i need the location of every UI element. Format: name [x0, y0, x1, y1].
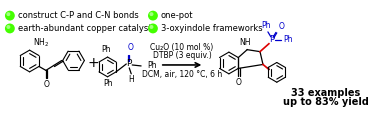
Text: Ph: Ph — [147, 62, 156, 70]
Text: DCM, air, 120 °C, 6 h: DCM, air, 120 °C, 6 h — [142, 70, 222, 79]
Text: Ph: Ph — [261, 21, 271, 30]
Text: NH$_2$: NH$_2$ — [33, 37, 49, 49]
Text: P: P — [127, 59, 132, 69]
Text: 3-oxyindole frameworks: 3-oxyindole frameworks — [161, 24, 262, 33]
Text: O: O — [127, 43, 133, 52]
Text: Cu₂O (10 mol %): Cu₂O (10 mol %) — [150, 43, 214, 52]
Circle shape — [148, 23, 158, 33]
Text: O: O — [43, 80, 50, 89]
Text: construct C-P and C-N bonds: construct C-P and C-N bonds — [18, 11, 138, 20]
Circle shape — [149, 12, 153, 16]
Text: +: + — [88, 56, 99, 70]
Text: up to 83% yield: up to 83% yield — [283, 97, 369, 108]
Text: Ph: Ph — [284, 35, 293, 44]
Text: O: O — [235, 78, 241, 87]
Circle shape — [148, 11, 158, 21]
Text: NH: NH — [240, 38, 251, 47]
Circle shape — [5, 11, 15, 21]
Text: one-pot: one-pot — [161, 11, 193, 20]
Text: Ph: Ph — [103, 79, 112, 88]
Text: O: O — [279, 22, 285, 31]
Text: Ph: Ph — [101, 45, 110, 54]
Text: earth-abundant copper catalyst: earth-abundant copper catalyst — [18, 24, 151, 33]
Text: P: P — [269, 35, 274, 44]
Text: DTBP (3 equiv.): DTBP (3 equiv.) — [153, 51, 211, 60]
Circle shape — [5, 23, 15, 33]
Text: H: H — [129, 75, 134, 84]
Circle shape — [149, 25, 153, 29]
Circle shape — [6, 12, 10, 16]
Text: 33 examples: 33 examples — [291, 88, 360, 98]
Circle shape — [6, 25, 10, 29]
